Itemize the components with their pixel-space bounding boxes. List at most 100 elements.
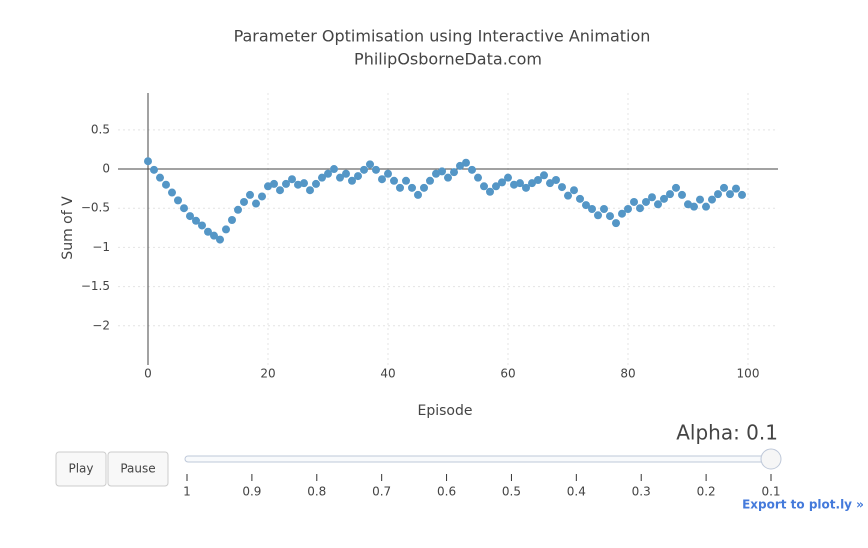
data-point [162,180,170,189]
data-point [282,179,290,188]
data-point [456,161,464,170]
play-button[interactable]: Play [55,451,107,487]
data-point [414,190,422,199]
data-point [240,197,248,206]
y-tick-label: 0 [102,162,110,176]
data-point [558,183,566,192]
data-point [486,187,494,196]
data-point [402,176,410,185]
slider-track[interactable] [184,455,773,463]
export-link[interactable]: Export to plot.ly » [742,498,864,512]
data-point [678,190,686,199]
data-point [324,169,332,178]
data-point [642,197,650,206]
data-point [462,158,470,167]
data-point [270,179,278,188]
slider-step-label: 0.4 [567,485,586,499]
data-point [306,186,314,195]
data-point [450,168,458,177]
button-box[interactable] [55,451,107,487]
slider-step-label: 0.3 [632,485,651,499]
data-point [294,180,302,189]
data-point [540,171,548,180]
data-point [258,192,266,201]
data-point [564,191,572,200]
chart-title: Parameter Optimisation using Interactive… [234,27,651,46]
data-point [546,179,554,188]
y-tick-label: −0.5 [81,201,110,215]
data-point [600,205,608,214]
button-label[interactable]: Pause [120,462,155,476]
data-point [180,204,188,213]
data-point [210,231,218,240]
data-point [732,184,740,193]
data-point [714,190,722,199]
data-point [528,179,536,188]
data-point [654,200,662,209]
data-point [504,173,512,182]
data-point [720,183,728,192]
data-point [144,157,152,166]
data-point [228,215,236,224]
x-tick-label: 80 [620,367,635,381]
y-tick-label: −1.5 [81,279,110,293]
data-point [570,186,578,195]
chart-subtitle: PhilipOsborneData.com [354,50,542,69]
data-point [222,225,230,234]
data-point [336,173,344,182]
data-point [372,165,380,174]
x-axis-title: Episode [418,403,473,419]
data-point [474,173,482,182]
data-point [156,173,164,182]
data-point [582,201,590,210]
data-point [396,183,404,192]
data-point [216,235,224,244]
y-tick-label: −2 [92,318,110,332]
data-point [690,202,698,211]
data-point [378,175,386,184]
data-point [672,183,680,192]
data-point [420,183,428,192]
data-point [360,165,368,174]
data-point [492,182,500,191]
data-point [738,190,746,199]
slider-step-label: 0.1 [761,485,780,499]
data-point [594,211,602,220]
data-point [318,173,326,182]
data-point [186,212,194,221]
slider-step-label: 0.8 [307,485,326,499]
data-point [630,197,638,206]
slider-step-label: 0.9 [242,485,261,499]
data-point [552,176,560,185]
data-point [198,221,206,230]
x-tick-label: 20 [260,367,275,381]
button-box[interactable] [107,451,169,487]
data-point [366,160,374,169]
data-point [354,172,362,181]
data-point [624,205,632,214]
data-point [588,205,596,214]
data-point [612,219,620,228]
data-point [660,194,668,203]
x-tick-label: 60 [500,367,515,381]
data-point [192,216,200,225]
pause-button[interactable]: Pause [107,451,169,487]
button-label[interactable]: Play [68,462,93,476]
data-point [498,178,506,187]
x-tick-label: 40 [380,367,395,381]
data-point [246,190,254,199]
data-point [384,169,392,178]
slider-current-value: Alpha: 0.1 [676,421,778,445]
data-point [276,186,284,195]
data-point [234,205,242,214]
data-point [150,165,158,174]
data-point [534,176,542,185]
data-point [726,190,734,199]
data-point [438,167,446,176]
y-tick-label: 0.5 [91,122,110,136]
slider-handle[interactable] [760,448,782,470]
data-point [390,176,398,185]
slider-step-label: 0.6 [437,485,456,499]
data-point [648,193,656,202]
